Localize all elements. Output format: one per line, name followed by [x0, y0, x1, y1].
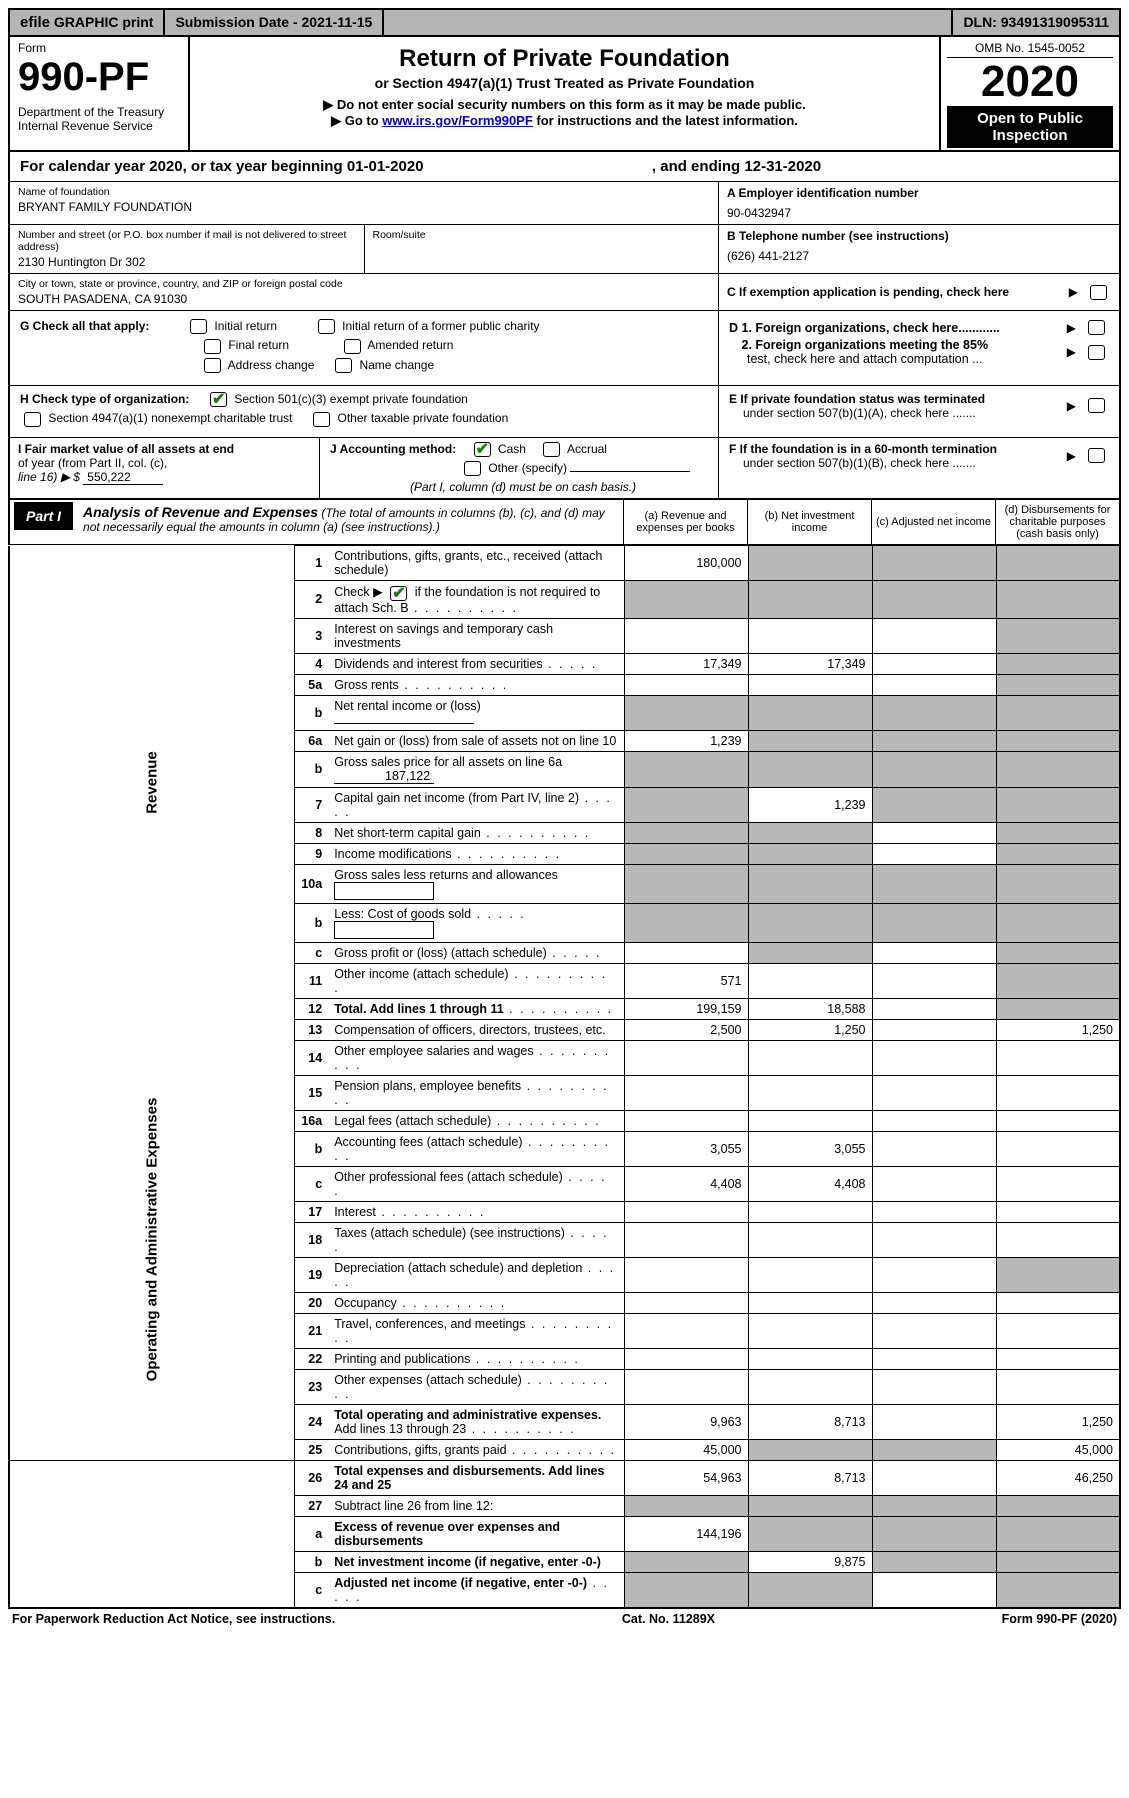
ein-cell: A Employer identification number 90-0432…	[719, 182, 1119, 225]
telephone-value: (626) 441-2127	[727, 243, 1111, 263]
tax-year: 2020	[947, 60, 1113, 104]
part1-label: Part I	[14, 502, 73, 530]
table-row: Revenue 1 Contributions, gifts, grants, …	[9, 546, 1120, 581]
part1-title: Analysis of Revenue and Expenses (The to…	[73, 500, 623, 544]
accounting-method-cell: J Accounting method: Cash Accrual Other …	[320, 438, 719, 499]
h-other-taxable-checkbox[interactable]	[313, 412, 330, 427]
c-checkbox[interactable]	[1090, 285, 1107, 300]
g-checks: G Check all that apply: Initial return I…	[10, 311, 719, 385]
dln: DLN: 93491319095311	[953, 10, 1119, 35]
open-to-public: Open to Public Inspection	[947, 106, 1113, 148]
header-center: Return of Private Foundation or Section …	[190, 37, 939, 150]
calendar-year-row: For calendar year 2020, or tax year begi…	[8, 152, 1121, 182]
expenses-side-label: Operating and Administrative Expenses	[143, 1097, 160, 1381]
j-cash-checkbox[interactable]	[474, 442, 491, 457]
fmv-cell: I Fair market value of all assets at end…	[10, 438, 320, 499]
form-title: Return of Private Foundation	[200, 45, 929, 73]
page-footer: For Paperwork Reduction Act Notice, see …	[8, 1609, 1121, 1626]
room-cell: Room/suite	[365, 225, 720, 274]
omb-number: OMB No. 1545-0052	[947, 39, 1113, 58]
foundation-name: BRYANT FAMILY FOUNDATION	[18, 198, 710, 214]
submission-date: Submission Date - 2021-11-15	[165, 10, 382, 35]
header-note1: ▶ Do not enter social security numbers o…	[200, 97, 929, 113]
telephone-cell: B Telephone number (see instructions) (6…	[719, 225, 1119, 274]
header-right: OMB No. 1545-0052 2020 Open to Public In…	[939, 37, 1119, 150]
c-exemption-cell: C If exemption application is pending, c…	[719, 274, 1119, 311]
form-footer-id: Form 990-PF (2020)	[1002, 1612, 1117, 1626]
g-address-checkbox[interactable]	[204, 358, 221, 373]
analysis-table: Revenue 1 Contributions, gifts, grants, …	[8, 545, 1121, 1608]
e-checkbox[interactable]	[1088, 398, 1105, 413]
h-4947-checkbox[interactable]	[24, 412, 41, 427]
g-name-checkbox[interactable]	[335, 358, 352, 373]
f-check: F If the foundation is in a 60-month ter…	[719, 438, 1119, 499]
part1-header: Part I Analysis of Revenue and Expenses …	[8, 500, 1121, 545]
j-other-checkbox[interactable]	[464, 461, 481, 476]
d-checks: D 1. Foreign organizations, check here..…	[719, 311, 1119, 385]
street-cell: Number and street (or P.O. box number if…	[10, 225, 365, 274]
form990pf-link[interactable]: www.irs.gov/Form990PF	[382, 113, 533, 128]
revenue-side-label: Revenue	[143, 641, 160, 925]
j-accrual-checkbox[interactable]	[543, 442, 560, 457]
efile-word: efile	[20, 14, 50, 31]
col-d-header: (d) Disbursements for charitable purpose…	[995, 500, 1119, 544]
form-header: Form 990-PF Department of the Treasury I…	[8, 37, 1121, 152]
g-initial-checkbox[interactable]	[190, 319, 207, 334]
arrow-icon	[1067, 399, 1078, 413]
arrow-icon	[1067, 321, 1078, 335]
h-checks: H Check type of organization: Section 50…	[10, 386, 719, 437]
form-number: 990-PF	[18, 57, 180, 97]
form-subtitle: or Section 4947(a)(1) Trust Treated as P…	[200, 75, 929, 91]
cat-no: Cat. No. 11289X	[622, 1612, 715, 1626]
h-501c3-checkbox[interactable]	[210, 392, 227, 407]
g-initial-former-checkbox[interactable]	[318, 319, 335, 334]
arrow-icon	[1069, 285, 1080, 299]
f-checkbox[interactable]	[1088, 448, 1105, 463]
paperwork-notice: For Paperwork Reduction Act Notice, see …	[12, 1612, 335, 1626]
i-j-f-row: I Fair market value of all assets at end…	[8, 438, 1121, 501]
col-a-header: (a) Revenue and expenses per books	[623, 500, 747, 544]
ein-value: 90-0432947	[727, 200, 1111, 220]
topbar: efile GRAPHIC print Submission Date - 20…	[8, 8, 1121, 37]
fmv-value: 550,222	[83, 470, 163, 485]
efile-print-label: efile GRAPHIC print	[10, 10, 163, 35]
d2-checkbox[interactable]	[1088, 345, 1105, 360]
foundation-name-cell: Name of foundation BRYANT FAMILY FOUNDAT…	[10, 182, 719, 225]
g-d-row: G Check all that apply: Initial return I…	[8, 311, 1121, 386]
topbar-spacer	[384, 10, 951, 35]
identity-grid: Name of foundation BRYANT FAMILY FOUNDAT…	[8, 182, 1121, 311]
col-b-header: (b) Net investment income	[747, 500, 871, 544]
d1-checkbox[interactable]	[1088, 320, 1105, 335]
h-e-row: H Check type of organization: Section 50…	[8, 386, 1121, 438]
header-left: Form 990-PF Department of the Treasury I…	[10, 37, 190, 150]
dept-treasury: Department of the Treasury	[18, 105, 180, 119]
schb-checkbox[interactable]	[390, 586, 407, 601]
city-cell: City or town, state or province, country…	[10, 274, 719, 311]
header-note2: ▶ Go to www.irs.gov/Form990PF for instru…	[200, 113, 929, 129]
city-value: SOUTH PASADENA, CA 91030	[18, 290, 710, 306]
form-word: Form	[18, 41, 180, 55]
table-row: 26 Total expenses and disbursements. Add…	[9, 1460, 1120, 1495]
arrow-icon	[1067, 345, 1078, 359]
arrow-icon	[1067, 449, 1078, 463]
g-amended-checkbox[interactable]	[344, 339, 361, 354]
e-check: E If private foundation status was termi…	[719, 386, 1119, 437]
g-final-checkbox[interactable]	[204, 339, 221, 354]
street-value: 2130 Huntington Dr 302	[18, 253, 356, 269]
table-row: Operating and Administrative Expenses 13…	[9, 1019, 1120, 1040]
col-c-header: (c) Adjusted net income	[871, 500, 995, 544]
irs: Internal Revenue Service	[18, 119, 180, 133]
